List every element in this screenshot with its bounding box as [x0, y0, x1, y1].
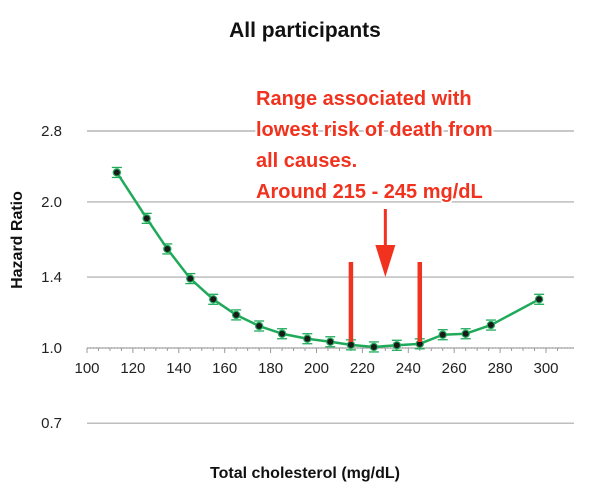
data-point [186, 274, 195, 283]
grid-lines [87, 130, 574, 424]
x-tick-label: 120 [120, 360, 145, 377]
series [111, 166, 545, 353]
data-point [326, 337, 335, 346]
x-tick-label: 280 [488, 360, 513, 377]
data-point [254, 321, 264, 331]
y-tick-label: 1.4 [41, 269, 62, 286]
x-axis-label: Total cholesterol (mg/dL) [210, 465, 400, 482]
data-point [277, 329, 287, 338]
x-tick-label: 100 [74, 360, 99, 377]
data-point [112, 168, 122, 177]
data-point [346, 340, 356, 350]
annotation-line: Around 215 - 245 mg/dL [256, 181, 483, 203]
annotation-line: lowest risk of death from [256, 119, 493, 141]
y-tick-label: 0.7 [41, 415, 62, 432]
x-axis [86, 347, 574, 353]
annotation-line: all causes. [256, 150, 357, 172]
data-point [163, 244, 172, 254]
x-tick-label: 240 [396, 360, 421, 377]
annotation-line: Range associated with [256, 88, 472, 110]
x-tick-labels: 100 120 140 160 180 200 220 240 260 280 300 [74, 360, 558, 377]
data-point [534, 295, 544, 304]
data-point [486, 320, 496, 330]
x-tick-label: 180 [258, 360, 283, 377]
annotation-arrow-head [375, 245, 396, 277]
data-point [303, 334, 312, 343]
x-tick-label: 300 [533, 360, 558, 377]
y-tick-labels: 0.7 1.0 1.4 2.0 2.8 [41, 123, 62, 432]
data-point [461, 329, 470, 338]
x-tick-label: 260 [442, 360, 467, 377]
x-tick-label: 220 [350, 360, 375, 377]
data-point [209, 295, 218, 304]
data-point [369, 342, 379, 352]
data-point [142, 214, 151, 223]
x-tick-label: 200 [304, 360, 329, 377]
y-axis-label: Hazard Ratio [9, 191, 26, 289]
y-tick-label: 1.0 [41, 340, 62, 357]
x-tick-label: 140 [166, 360, 191, 377]
data-point [392, 341, 402, 350]
x-tick-label: 160 [212, 360, 237, 377]
annotation: Range associated with lowest risk of deat… [254, 86, 495, 342]
data-point [231, 310, 241, 320]
data-point [438, 330, 447, 339]
y-tick-label: 2.8 [41, 123, 62, 140]
y-tick-label: 2.0 [41, 194, 62, 211]
chart-title: All participants [229, 19, 381, 42]
